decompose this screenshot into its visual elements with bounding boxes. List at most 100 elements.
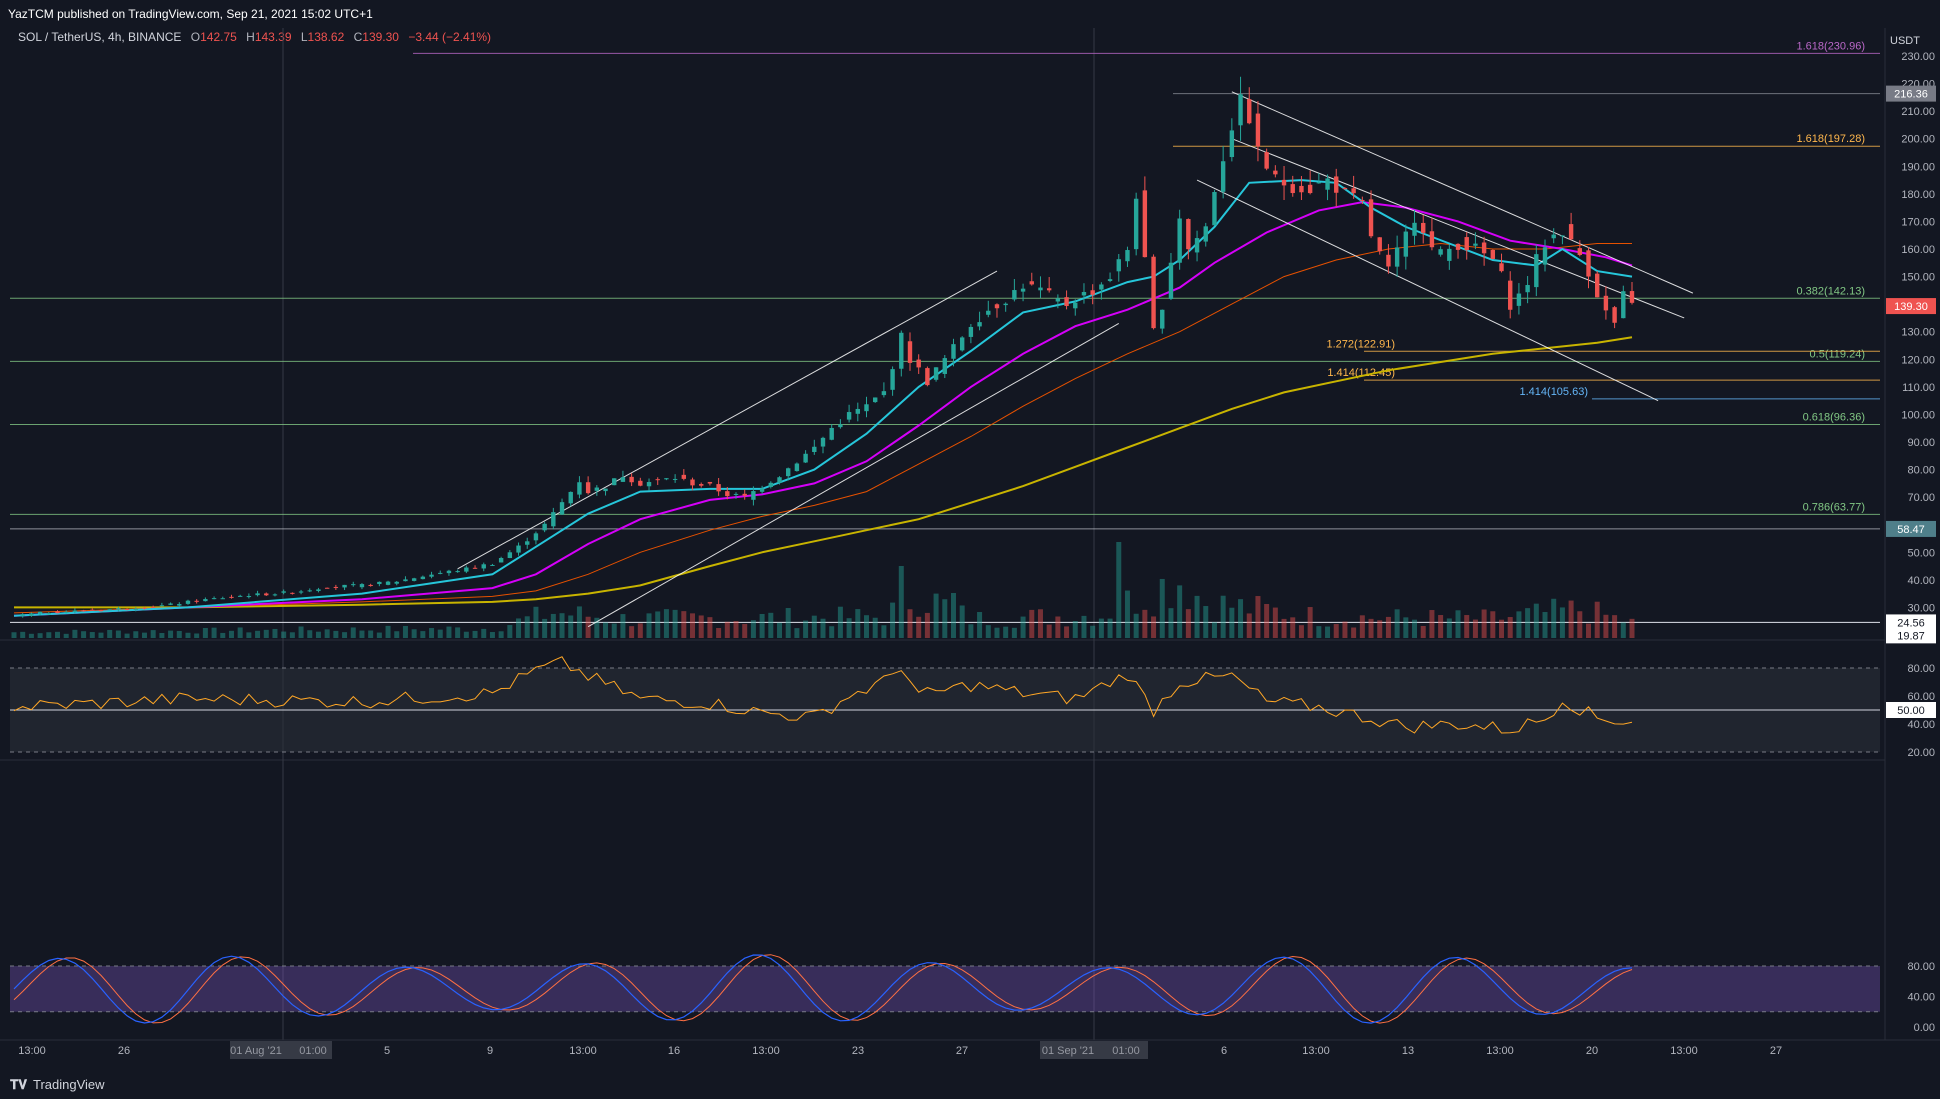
volume-bar bbox=[1551, 598, 1557, 638]
volume-bar bbox=[1359, 615, 1365, 638]
candle-body bbox=[1629, 291, 1635, 303]
volume-bar bbox=[141, 632, 147, 638]
close-label: C bbox=[353, 30, 363, 44]
candle-body bbox=[872, 397, 878, 403]
candle-body bbox=[403, 579, 408, 582]
candle-body bbox=[1560, 235, 1565, 237]
volume-bar bbox=[1325, 626, 1331, 638]
candle-body bbox=[1325, 178, 1330, 190]
volume-bar bbox=[1011, 627, 1017, 638]
candle-body bbox=[933, 367, 939, 380]
candle-body bbox=[786, 468, 791, 477]
volume-bar bbox=[1446, 618, 1452, 638]
candle-body bbox=[1377, 237, 1382, 252]
price-tick: 210.00 bbox=[1901, 106, 1935, 118]
candle-body bbox=[1464, 237, 1469, 251]
volume-bar bbox=[1081, 615, 1087, 638]
candle-body bbox=[768, 482, 774, 487]
candle-body bbox=[994, 304, 1000, 309]
time-tick: 23 bbox=[852, 1045, 864, 1057]
candle-body bbox=[1508, 280, 1513, 310]
volume-bar bbox=[672, 609, 678, 638]
price-tick: 40.00 bbox=[1907, 575, 1935, 587]
open-label: O bbox=[190, 30, 201, 44]
rsi-tick: 40.00 bbox=[1907, 719, 1935, 731]
candle-body bbox=[342, 584, 347, 588]
volume-bar bbox=[194, 633, 200, 638]
price-label-bg bbox=[1886, 298, 1936, 315]
volume-bar bbox=[333, 630, 339, 638]
volume-bar bbox=[368, 630, 374, 638]
candle-body bbox=[846, 412, 852, 420]
candle-body bbox=[516, 545, 521, 553]
candle-body bbox=[751, 491, 756, 500]
volume-bar bbox=[437, 629, 443, 638]
volume-bar bbox=[1559, 607, 1565, 638]
candle-body bbox=[1499, 263, 1504, 272]
ema20-line bbox=[13, 179, 1633, 617]
rsi-tick: 80.00 bbox=[1907, 663, 1935, 675]
candle-body bbox=[1568, 224, 1574, 240]
price-axis[interactable]: USDT 30.00 40.00 50.00 60.00 70.00 80.00 90.00 1… bbox=[1886, 35, 1936, 1034]
candle-body bbox=[411, 578, 417, 581]
volume-bar bbox=[272, 628, 278, 638]
volume-bar bbox=[837, 606, 843, 638]
price-label: 58.47 bbox=[1897, 524, 1925, 536]
volume-bar bbox=[1064, 626, 1070, 638]
change-value: −3.44 (−2.41%) bbox=[408, 30, 492, 44]
candle-body bbox=[1107, 279, 1113, 281]
high-value: 143.39 bbox=[254, 30, 292, 44]
price-tick: 90.00 bbox=[1907, 437, 1935, 449]
time-tick: 13 bbox=[1402, 1045, 1414, 1057]
candle-body bbox=[864, 404, 869, 412]
candle-body bbox=[1603, 295, 1609, 311]
candle-body bbox=[185, 600, 191, 604]
volume-bar bbox=[620, 614, 626, 638]
volume-bar bbox=[803, 620, 809, 638]
time-hover-bg bbox=[1040, 1041, 1148, 1059]
stoch-k-line bbox=[13, 954, 1633, 1024]
volume-bar bbox=[281, 631, 287, 638]
time-tick: 6 bbox=[1221, 1045, 1227, 1057]
time-tick: 13:00 bbox=[1670, 1045, 1698, 1057]
candle-body bbox=[1038, 287, 1043, 291]
candle-body bbox=[237, 595, 243, 597]
candle-body bbox=[577, 482, 582, 495]
volume-bar bbox=[1629, 618, 1635, 638]
candle-body bbox=[759, 488, 765, 492]
volume-bar bbox=[742, 623, 748, 638]
volume-bar bbox=[1403, 617, 1409, 638]
volume-bar bbox=[159, 632, 165, 638]
price-tick: 110.00 bbox=[1902, 382, 1935, 394]
volume-bar bbox=[463, 631, 469, 638]
low-label: L bbox=[300, 30, 308, 44]
close-value: 139.30 bbox=[362, 30, 399, 44]
volume-bar bbox=[977, 612, 983, 638]
trend-line bbox=[457, 270, 998, 570]
candle-body bbox=[916, 359, 921, 368]
symbol-legend[interactable]: SOL / TetherUS, 4h, BINANCE O142.75 H143… bbox=[18, 30, 491, 44]
volume-bar bbox=[1377, 620, 1383, 638]
candle-body bbox=[1194, 238, 1200, 253]
volume-bar bbox=[1464, 615, 1470, 638]
rsi-mid-label-bg bbox=[1886, 702, 1936, 718]
volume-bar bbox=[72, 629, 78, 638]
fib-label: 0.786(63.77) bbox=[1803, 501, 1865, 513]
candle-body bbox=[1186, 219, 1191, 250]
candle-body bbox=[968, 326, 974, 337]
candle-body bbox=[725, 491, 730, 497]
price-chart[interactable]: 1.618(230.96) 1.618(197.28) 0.382(142.13) 0… bbox=[0, 0, 1940, 1070]
volume-bar bbox=[1090, 625, 1096, 638]
volume-bar bbox=[724, 621, 730, 638]
candle-body bbox=[107, 609, 112, 611]
time-axis[interactable]: 13:00 26 5 9 13:00 16 13:00 23 27 6 13:00 13 13:00 20… bbox=[18, 1041, 1782, 1059]
candle-body bbox=[855, 408, 860, 414]
symbol-name: SOL / TetherUS, 4h, BINANCE bbox=[18, 30, 182, 44]
volume-bar bbox=[63, 633, 69, 638]
candle-body bbox=[1020, 288, 1026, 292]
candle-body bbox=[1386, 254, 1391, 267]
volume-bar bbox=[402, 626, 408, 638]
grid-lines bbox=[0, 28, 1940, 1041]
volume-bar bbox=[228, 630, 234, 638]
volume-bar bbox=[1525, 608, 1531, 638]
